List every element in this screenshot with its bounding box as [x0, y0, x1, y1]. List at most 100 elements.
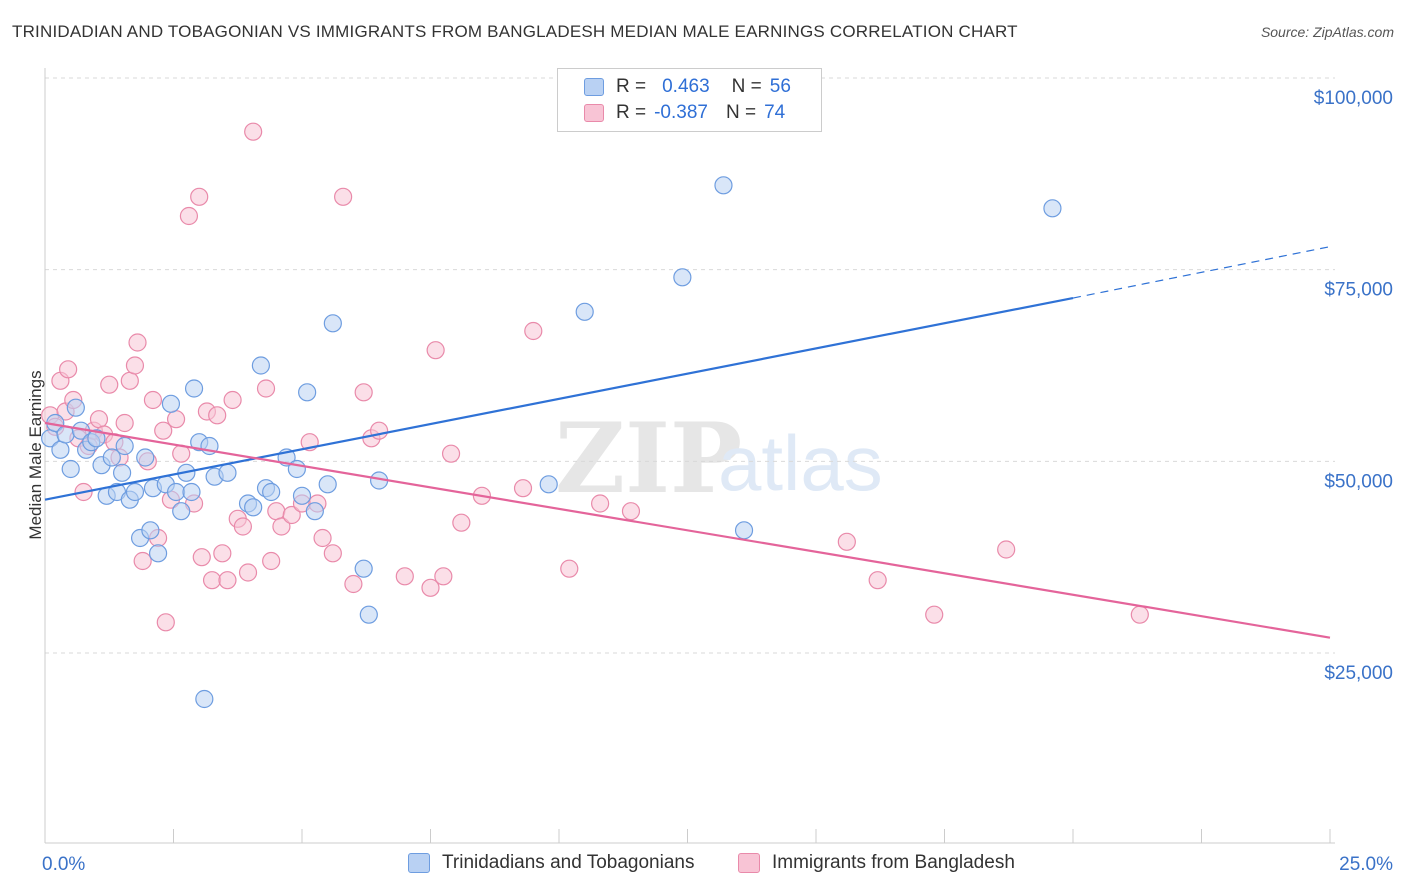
data-point-bangladesh — [262, 551, 281, 571]
legend-swatch-blue — [408, 853, 430, 873]
data-point-bangladesh — [354, 383, 373, 402]
data-point-trinidadian — [125, 482, 145, 502]
data-point-bangladesh — [560, 559, 579, 578]
data-point-bangladesh — [272, 517, 291, 536]
grid — [45, 77, 1335, 654]
tick-labels: $25,000 $50,000 $75,000 $100,000 0.0% 25.0% — [42, 88, 1393, 875]
data-point-bangladesh — [156, 613, 175, 632]
trend-line-trinidadian-projection — [1072, 246, 1331, 299]
data-point-trinidadian — [354, 559, 373, 578]
data-point-trinidadian — [575, 302, 594, 321]
data-point-bangladesh — [125, 356, 145, 375]
data-point-trinidadian — [1043, 199, 1062, 218]
data-point-bangladesh — [334, 187, 353, 206]
data-point-trinidadian — [359, 605, 378, 624]
legend-label: Immigrants from Bangladesh — [772, 852, 1015, 873]
data-point-trinidadian — [102, 448, 121, 467]
data-point-bangladesh — [344, 574, 363, 594]
data-point-bangladesh — [370, 421, 389, 440]
legend-r-label: R = — [616, 76, 647, 97]
legend-row-blue: R = 0.463 N = 56 — [584, 75, 791, 99]
data-point-trinidadian — [115, 436, 134, 456]
y-tick-label: $50,000 — [1324, 471, 1393, 492]
data-point-trinidadian — [292, 486, 312, 505]
data-point-bangladesh — [837, 532, 856, 551]
data-point-bangladesh — [267, 502, 286, 521]
data-point-bangladesh — [143, 390, 163, 410]
data-point-bangladesh — [313, 528, 332, 548]
data-point-trinidadian — [323, 314, 342, 333]
y-axis-title: Median Male Earnings — [26, 370, 45, 540]
data-point-bangladesh — [218, 571, 237, 590]
data-point-bangladesh — [213, 544, 232, 563]
data-point-bangladesh — [256, 379, 276, 398]
data-point-trinidadian — [148, 544, 168, 563]
axes — [44, 68, 1335, 844]
data-point-bangladesh — [524, 321, 543, 341]
data-point-trinidadian — [66, 398, 85, 417]
data-point-bangladesh — [441, 444, 461, 463]
data-point-bangladesh — [868, 571, 887, 590]
data-point-trinidadian — [51, 440, 70, 459]
x-tick-label: 0.0% — [42, 854, 85, 875]
y-tick-label: $75,000 — [1324, 280, 1393, 301]
data-point-bangladesh — [190, 187, 209, 206]
data-point-trinidadian — [262, 482, 281, 502]
data-point-bangladesh — [154, 421, 173, 440]
legend-row-pink: R = -0.387 N = 74 — [584, 101, 785, 125]
data-point-bangladesh — [513, 479, 533, 498]
legend-item-bangladesh[interactable]: Immigrants from Bangladesh — [738, 852, 1015, 874]
data-point-bangladesh — [208, 406, 227, 425]
data-point-bangladesh — [166, 410, 186, 429]
data-point-trinidadian — [161, 394, 181, 413]
trend-line-bangladesh — [44, 421, 1331, 639]
data-point-trinidadian — [218, 463, 237, 482]
legend-n-value: 74 — [764, 102, 786, 123]
correlation-legend: R = 0.463 N = 56 R = -0.387 N = 74 — [557, 68, 822, 132]
data-point-trinidadian — [56, 425, 75, 444]
data-point-bangladesh — [233, 517, 252, 536]
data-point-trinidadian — [87, 429, 106, 448]
data-point-bangladesh — [59, 360, 78, 379]
data-point-bangladesh — [323, 544, 342, 563]
data-point-bangladesh — [89, 410, 109, 429]
x-tick-label: 25.0% — [1339, 854, 1393, 875]
data-point-bangladesh — [128, 333, 147, 352]
legend-swatch-pink — [584, 104, 604, 122]
watermark-atlas: atlas — [718, 419, 883, 507]
data-point-bangladesh — [179, 206, 199, 226]
data-point-bangladesh — [244, 122, 263, 141]
data-point-bangladesh — [282, 505, 301, 525]
y-tick-label: $100,000 — [1314, 88, 1393, 109]
data-point-bangladesh — [202, 571, 222, 590]
data-point-trinidadian — [172, 502, 191, 521]
data-point-bangladesh — [120, 371, 139, 390]
data-point-bangladesh — [238, 563, 258, 582]
data-point-bangladesh — [100, 375, 119, 394]
legend-n-label: N = — [731, 76, 762, 97]
watermark-zip: ZIP — [555, 402, 742, 515]
data-point-trinidadian — [136, 448, 155, 467]
data-point-trinidadian — [673, 268, 692, 287]
data-point-bangladesh — [223, 390, 242, 410]
data-point-bangladesh — [133, 551, 152, 571]
legend-swatch-pink — [738, 853, 760, 873]
series-trinidadians-tobagonians — [41, 176, 1062, 709]
data-point-bangladesh — [997, 540, 1016, 559]
data-point-bangladesh — [925, 605, 944, 624]
legend-r-label: R = — [616, 102, 647, 123]
legend-item-trinidadians[interactable]: Trinidadians and Tobagonians — [408, 852, 694, 874]
data-point-bangladesh — [1130, 605, 1149, 624]
trend-line-trinidadian — [44, 296, 1074, 501]
data-point-trinidadian — [112, 463, 132, 482]
trend-lines — [44, 246, 1331, 639]
series-legend: Trinidadians and Tobagonians Immigrants … — [0, 852, 1406, 878]
data-point-trinidadian — [305, 502, 324, 521]
data-point-trinidadian — [714, 176, 733, 195]
data-point-bangladesh — [452, 513, 471, 532]
data-point-trinidadian — [141, 521, 160, 540]
data-point-bangladesh — [395, 567, 414, 586]
legend-n-value: 56 — [769, 76, 791, 97]
legend-label: Trinidadians and Tobagonians — [442, 852, 695, 873]
legend-swatch-blue — [584, 78, 604, 96]
